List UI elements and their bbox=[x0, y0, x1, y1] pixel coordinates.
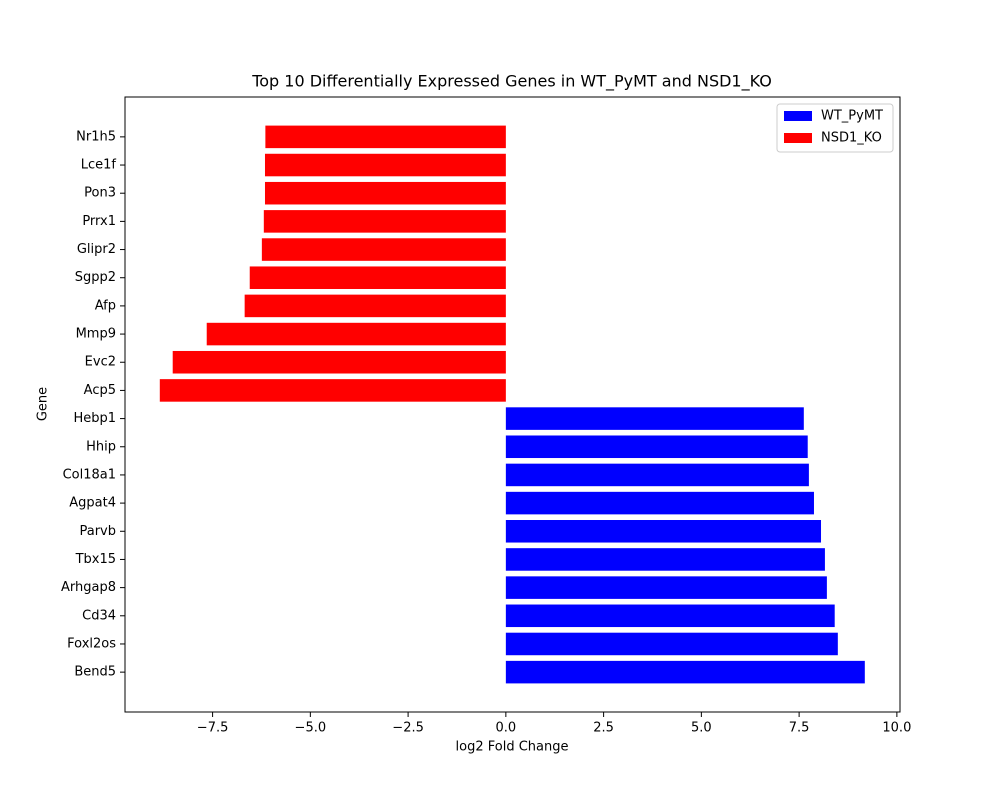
bar bbox=[505, 660, 865, 684]
y-axis-label: Gene bbox=[36, 387, 51, 421]
y-tick-label: Evc2 bbox=[85, 355, 116, 370]
y-tick-label: Foxl2os bbox=[67, 636, 116, 651]
y-tick-label: Hebp1 bbox=[73, 411, 116, 426]
bar bbox=[505, 604, 835, 628]
bar bbox=[505, 576, 827, 599]
bar bbox=[261, 238, 506, 261]
y-tick-label: Tbx15 bbox=[75, 552, 116, 567]
y-tick-label: Parvb bbox=[79, 524, 116, 539]
y-tick-label: Bend5 bbox=[74, 665, 116, 680]
y-tick-label: Sgpp2 bbox=[75, 270, 116, 285]
bar bbox=[263, 210, 506, 233]
y-tick-label: Glipr2 bbox=[77, 242, 116, 257]
bar bbox=[505, 463, 809, 487]
y-tick-label: Lce1f bbox=[81, 158, 117, 173]
legend-swatch bbox=[784, 111, 812, 121]
y-tick-label: Pon3 bbox=[84, 186, 116, 201]
bar bbox=[264, 181, 506, 205]
bar bbox=[505, 520, 822, 543]
legend-label: WT_PyMT bbox=[821, 109, 883, 124]
y-tick-label: Cd34 bbox=[82, 608, 116, 623]
legend-label: NSD1_KO bbox=[821, 131, 882, 146]
bar bbox=[505, 548, 825, 571]
y-tick-label: Acp5 bbox=[84, 383, 116, 398]
y-tick-label: Mmp9 bbox=[76, 327, 116, 342]
x-tick-label: −5.0 bbox=[295, 721, 327, 736]
x-tick-label: 10.0 bbox=[882, 721, 911, 736]
x-tick-label: −2.5 bbox=[392, 721, 424, 736]
bar bbox=[505, 407, 804, 430]
y-tick-label: Hhip bbox=[86, 439, 116, 454]
bar bbox=[505, 491, 814, 515]
x-tick-label: 2.5 bbox=[593, 721, 614, 736]
y-tick-label: Arhgap8 bbox=[61, 580, 116, 595]
y-tick-label: Nr1h5 bbox=[76, 129, 116, 144]
bar bbox=[206, 322, 506, 346]
bar bbox=[505, 435, 808, 459]
x-tick-label: 7.5 bbox=[789, 721, 810, 736]
x-tick-label: 5.0 bbox=[691, 721, 712, 736]
bar bbox=[249, 266, 506, 289]
y-tick-label: Col18a1 bbox=[63, 467, 116, 482]
legend-swatch bbox=[784, 133, 812, 143]
y-tick-label: Prrx1 bbox=[82, 214, 116, 229]
y-tick-label: Afp bbox=[95, 298, 116, 313]
x-tick-label: −7.5 bbox=[197, 721, 229, 736]
bar bbox=[264, 153, 506, 177]
y-tick-label: Agpat4 bbox=[69, 496, 116, 511]
bar bbox=[265, 125, 506, 149]
bar bbox=[505, 632, 838, 656]
bar bbox=[244, 294, 506, 318]
bar bbox=[172, 350, 506, 374]
plot-frame bbox=[124, 96, 901, 713]
x-tick-label: 0.0 bbox=[496, 721, 517, 736]
bar bbox=[159, 379, 506, 402]
x-axis-label: log2 Fold Change bbox=[456, 740, 569, 755]
chart-title: Top 10 Differentially Expressed Genes in… bbox=[251, 72, 772, 92]
